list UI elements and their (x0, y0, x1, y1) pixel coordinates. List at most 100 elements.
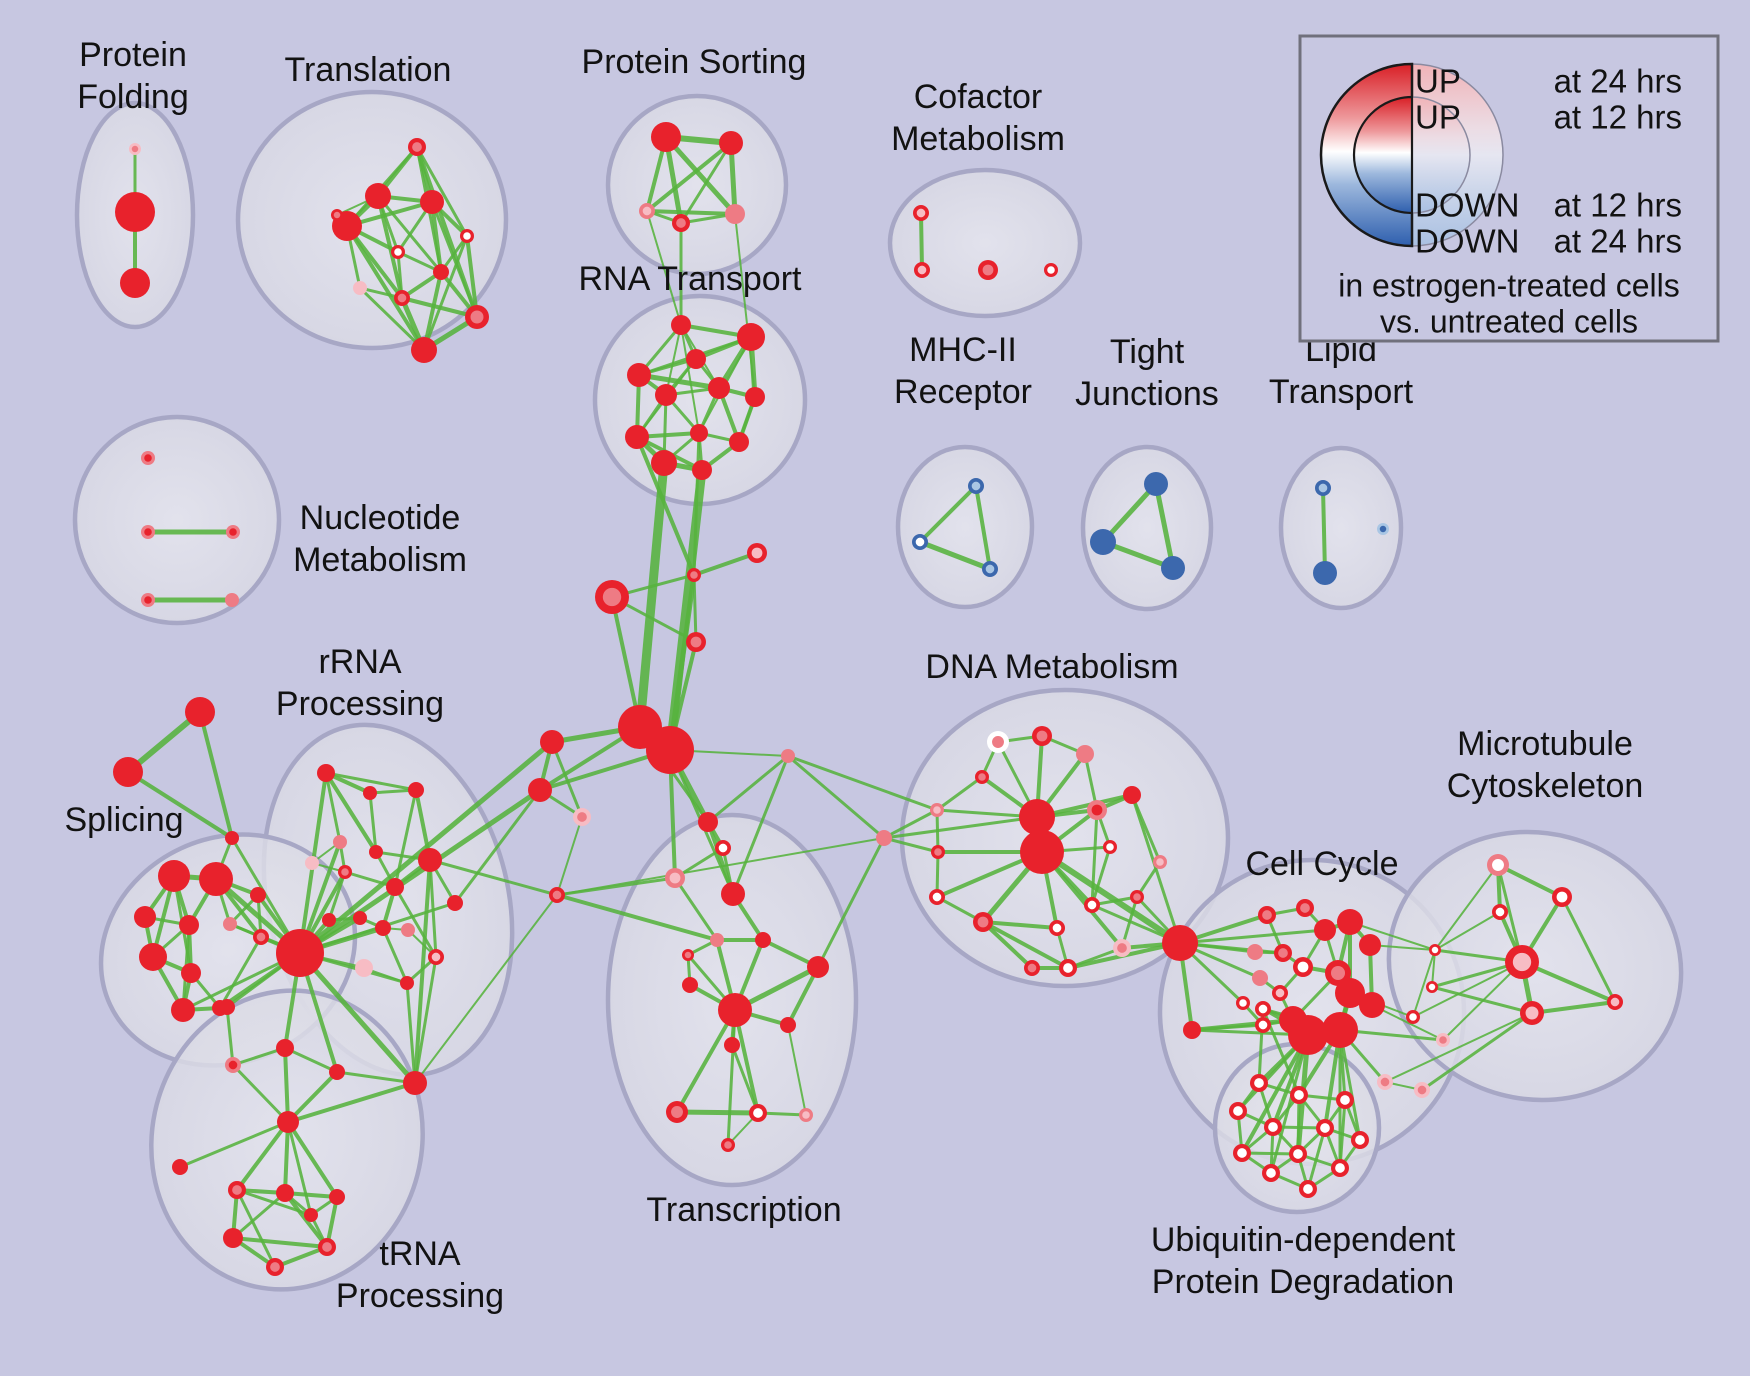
edge (422, 234, 469, 352)
node-110 (682, 949, 694, 961)
node-ring-24h (1183, 1021, 1201, 1039)
cluster-mhc-ii-receptor-bubble (895, 444, 1035, 610)
edge (726, 1008, 737, 1147)
edge (1090, 808, 1099, 907)
edge (1269, 1033, 1310, 1175)
node-20 (913, 205, 929, 221)
cluster-dna-metabolism-label: DNA Metabolism (925, 648, 1178, 686)
node-58 (573, 808, 591, 826)
node-ring-24h (725, 204, 745, 224)
cluster-cell-cycle-label: Cell Cycle (1245, 845, 1398, 883)
node-181 (1487, 854, 1509, 876)
edge (297, 950, 418, 1086)
node-182 (1552, 887, 1572, 907)
node-center-12h (341, 868, 349, 876)
node-30 (1315, 480, 1331, 496)
node-center-12h (232, 1185, 242, 1195)
node-10 (353, 281, 367, 295)
node-center-12h (1439, 1036, 1447, 1044)
node-ring-24h (225, 593, 239, 607)
node-82 (386, 878, 404, 896)
node-center-12h (1133, 893, 1141, 901)
node-108 (721, 882, 745, 906)
edge (1431, 949, 1436, 988)
node-center-12h (602, 587, 622, 607)
node-65 (134, 906, 156, 928)
node-ring-24h (304, 1208, 318, 1222)
edge (610, 595, 642, 729)
node-101 (223, 1228, 243, 1248)
node-ring-24h (690, 424, 708, 442)
node-119 (749, 1104, 767, 1122)
node-ring-24h (219, 999, 235, 1015)
node-41 (627, 363, 651, 387)
cluster-cofactor-metabolism-bubble (887, 167, 1083, 319)
node-113 (807, 956, 829, 978)
node-center-12h (1297, 961, 1309, 973)
node-156 (1272, 985, 1288, 1001)
node-24 (968, 478, 984, 494)
node-67 (223, 917, 237, 931)
node-ring-24h (329, 1064, 345, 1080)
node-center-12h (1293, 1149, 1303, 1159)
cluster-transcription-label: Transcription (646, 1191, 841, 1229)
legend-row-2-direction: DOWN (1415, 187, 1519, 224)
node-center-12h (1233, 1106, 1243, 1116)
node-ring-24h (223, 1228, 243, 1248)
node-168 (1255, 1001, 1271, 1017)
node-80 (369, 845, 383, 859)
node-13 (411, 337, 437, 363)
node-38 (671, 315, 691, 335)
node-center-12h (256, 932, 266, 942)
edge (465, 234, 479, 319)
cluster-ubiquitin-degradation-label: Protein Degradation (1152, 1263, 1454, 1301)
node-center-12h (1300, 903, 1310, 913)
node-center-12h (1239, 999, 1247, 1007)
node-92 (219, 999, 235, 1015)
node-ring-24h (1144, 472, 1168, 496)
node-ring-24h (400, 976, 414, 990)
node-center-12h (690, 636, 702, 648)
node-center-12h (463, 232, 471, 240)
node-center-12h (229, 528, 237, 536)
node-center-12h (144, 596, 152, 604)
node-ring-24h (185, 697, 215, 727)
edge (327, 870, 347, 922)
node-ring-24h (710, 933, 724, 947)
node-ring-24h (528, 778, 552, 802)
edge (816, 836, 886, 969)
node-32 (1377, 523, 1389, 535)
edge (556, 837, 885, 896)
node-111 (710, 933, 724, 947)
edge (413, 858, 432, 1085)
node-center-12h (394, 248, 402, 256)
edge (225, 1005, 235, 1067)
node-ring-24h (171, 998, 195, 1022)
node-158 (1255, 1017, 1271, 1033)
node-center-12h (934, 848, 942, 856)
edge (283, 1120, 290, 1195)
edge (646, 210, 682, 326)
node-ring-24h (403, 1071, 427, 1095)
node-ring-24h (780, 1017, 796, 1033)
node-34 (141, 525, 155, 539)
edge (198, 710, 234, 840)
edge (1420, 1011, 1534, 1092)
edge (125, 709, 203, 775)
node-61 (113, 757, 143, 787)
node-center-12h (985, 564, 995, 574)
edge (635, 458, 669, 732)
node-99 (276, 1184, 294, 1202)
node-164 (1406, 1010, 1420, 1024)
node-187 (1520, 1001, 1544, 1025)
cluster-mhc-ii-receptor-label: Receptor (894, 373, 1032, 411)
node-150 (1359, 934, 1381, 956)
node-center-12h (1052, 923, 1062, 933)
cluster-cofactor-metabolism-label: Metabolism (891, 120, 1065, 158)
node-130 (1019, 799, 1055, 835)
node-center-12h (915, 537, 925, 547)
cluster-rna-transport-label: RNA Transport (579, 260, 803, 298)
node-ring-24h (1313, 561, 1337, 585)
cluster-rrna-processing-label: Processing (276, 685, 444, 723)
node-ring-24h (1162, 925, 1198, 961)
